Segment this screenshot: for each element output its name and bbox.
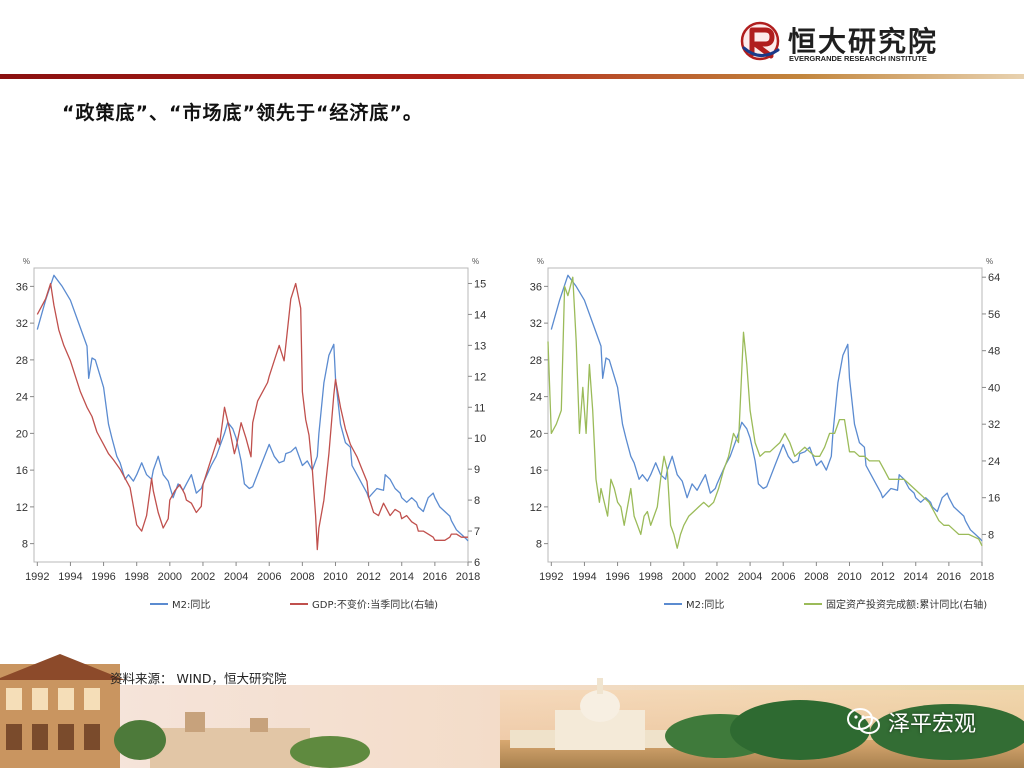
x-axis-tick-label: 1992 — [25, 571, 49, 583]
x-axis-tick-label: 2008 — [290, 571, 314, 583]
x-axis-tick-label: 2014 — [389, 571, 413, 583]
x-axis-tick-label: 2016 — [937, 571, 961, 583]
footer: 资料来源： WIND，恒大研究院 — [0, 640, 1024, 768]
x-axis-tick-label: 1998 — [124, 571, 148, 583]
right-axis-tick-label: 6 — [474, 557, 480, 569]
brand-name-en: EVERGRANDE RESEARCH INSTITUTE — [789, 54, 927, 63]
right-axis-tick-label: 24 — [988, 456, 1000, 468]
x-axis-tick-label: 2008 — [804, 571, 828, 583]
right-axis-tick-label: 8 — [988, 529, 994, 541]
left-axis-tick-label: 20 — [530, 428, 542, 440]
watermark-text: 泽平宏观 — [888, 712, 977, 737]
right-axis-tick-label: 14 — [474, 309, 486, 321]
left-axis-tick-label: 12 — [16, 502, 28, 514]
x-axis-tick-label: 2000 — [672, 571, 696, 583]
series-line-1 — [550, 274, 983, 542]
right-axis-tick-label: 13 — [474, 340, 486, 352]
left-axis-unit: % — [537, 257, 544, 266]
x-axis-tick-label: 2012 — [870, 571, 894, 583]
left-axis-tick-label: 24 — [530, 392, 542, 404]
series-line-2 — [547, 276, 983, 549]
header: 恒大研究院 EVERGRANDE RESEARCH INSTITUTE — [0, 0, 1024, 80]
slide-headline: “政策底”、“市场底”领先于“经济底”。 — [62, 102, 423, 124]
left-axis-tick-label: 16 — [16, 465, 28, 477]
plot-frame — [33, 267, 469, 563]
footer-scenery-image — [0, 654, 1024, 768]
x-axis-tick-label: 2006 — [771, 571, 795, 583]
right-axis-tick-label: 48 — [988, 346, 1000, 358]
x-axis-tick-label: 1998 — [638, 571, 662, 583]
left-axis-tick-label: 16 — [530, 465, 542, 477]
series-line-2 — [36, 282, 468, 551]
left-axis-tick-label: 28 — [16, 355, 28, 367]
right-axis-tick-label: 32 — [988, 419, 1000, 431]
right-axis-tick-label: 7 — [474, 526, 480, 538]
left-axis-tick-label: 28 — [530, 355, 542, 367]
evergrande-logo-icon — [740, 21, 780, 61]
x-axis-tick-label: 2012 — [356, 571, 380, 583]
chart-m2-vs-gdp: % % 8 12 16 20 24 28 32 36 6 7 8 9 10 11 12 13 14 15 1992 199… — [16, 257, 487, 611]
legend-label: M2:同比 — [172, 599, 210, 611]
left-axis-tick-label: 36 — [530, 281, 542, 293]
x-axis-tick-label: 2000 — [158, 571, 182, 583]
x-axis-tick-label: 1996 — [605, 571, 629, 583]
left-axis-tick-label: 24 — [16, 392, 28, 404]
series-line-1 — [36, 274, 469, 542]
x-axis-tick-label: 2016 — [423, 571, 447, 583]
x-axis-tick-label: 2014 — [903, 571, 927, 583]
right-axis-tick-label: 64 — [988, 272, 1000, 284]
x-axis-tick-label: 1996 — [91, 571, 115, 583]
left-axis-tick-label: 20 — [16, 428, 28, 440]
chart-m2-vs-fai: % % 8 12 16 20 24 28 32 36 8 16 24 32 40 48 56 64 1992 1994… — [530, 257, 1001, 611]
x-axis-tick-label: 2010 — [837, 571, 861, 583]
right-axis-tick-label: 8 — [474, 495, 480, 507]
x-axis-tick-label: 2002 — [191, 571, 215, 583]
wechat-icon — [847, 708, 880, 734]
right-axis-tick-label: 9 — [474, 464, 480, 476]
legend-label: M2:同比 — [686, 599, 724, 611]
brand-name: 恒大研究院 — [788, 25, 939, 58]
x-axis-tick-label: 2004 — [738, 571, 762, 583]
source-note: 资料来源： WIND，恒大研究院 — [110, 671, 287, 686]
right-axis-tick-label: 10 — [474, 433, 486, 445]
plot-frame — [547, 267, 983, 563]
x-axis-tick-label: 2006 — [257, 571, 281, 583]
left-axis-tick-label: 36 — [16, 281, 28, 293]
header-divider — [0, 74, 1024, 79]
left-axis-unit: % — [23, 257, 30, 266]
x-axis-tick-label: 2002 — [705, 571, 729, 583]
right-axis-tick-label: 15 — [474, 278, 486, 290]
right-axis-tick-label: 40 — [988, 382, 1000, 394]
right-axis-tick-label: 56 — [988, 309, 1000, 321]
x-axis-tick-label: 1994 — [572, 571, 596, 583]
x-axis-tick-label: 1992 — [539, 571, 563, 583]
right-axis-tick-label: 16 — [988, 493, 1000, 505]
left-axis-tick-label: 8 — [22, 539, 28, 551]
legend-label: GDP:不变价:当季同比(右轴) — [312, 598, 438, 611]
legend-label: 固定资产投资完成额:累计同比(右轴) — [826, 598, 987, 611]
left-axis-tick-label: 32 — [16, 318, 28, 330]
x-axis-tick-label: 2010 — [323, 571, 347, 583]
x-axis-tick-label: 2004 — [224, 571, 248, 583]
x-axis-tick-label: 2018 — [456, 571, 480, 583]
left-axis-tick-label: 12 — [530, 502, 542, 514]
right-axis-unit: % — [472, 257, 479, 266]
left-axis-tick-label: 32 — [530, 318, 542, 330]
left-axis-tick-label: 8 — [536, 539, 542, 551]
right-axis-tick-label: 12 — [474, 371, 486, 383]
right-axis-tick-label: 11 — [474, 402, 485, 414]
x-axis-tick-label: 1994 — [58, 571, 82, 583]
x-axis-tick-label: 2018 — [970, 571, 994, 583]
right-axis-unit: % — [986, 257, 993, 266]
